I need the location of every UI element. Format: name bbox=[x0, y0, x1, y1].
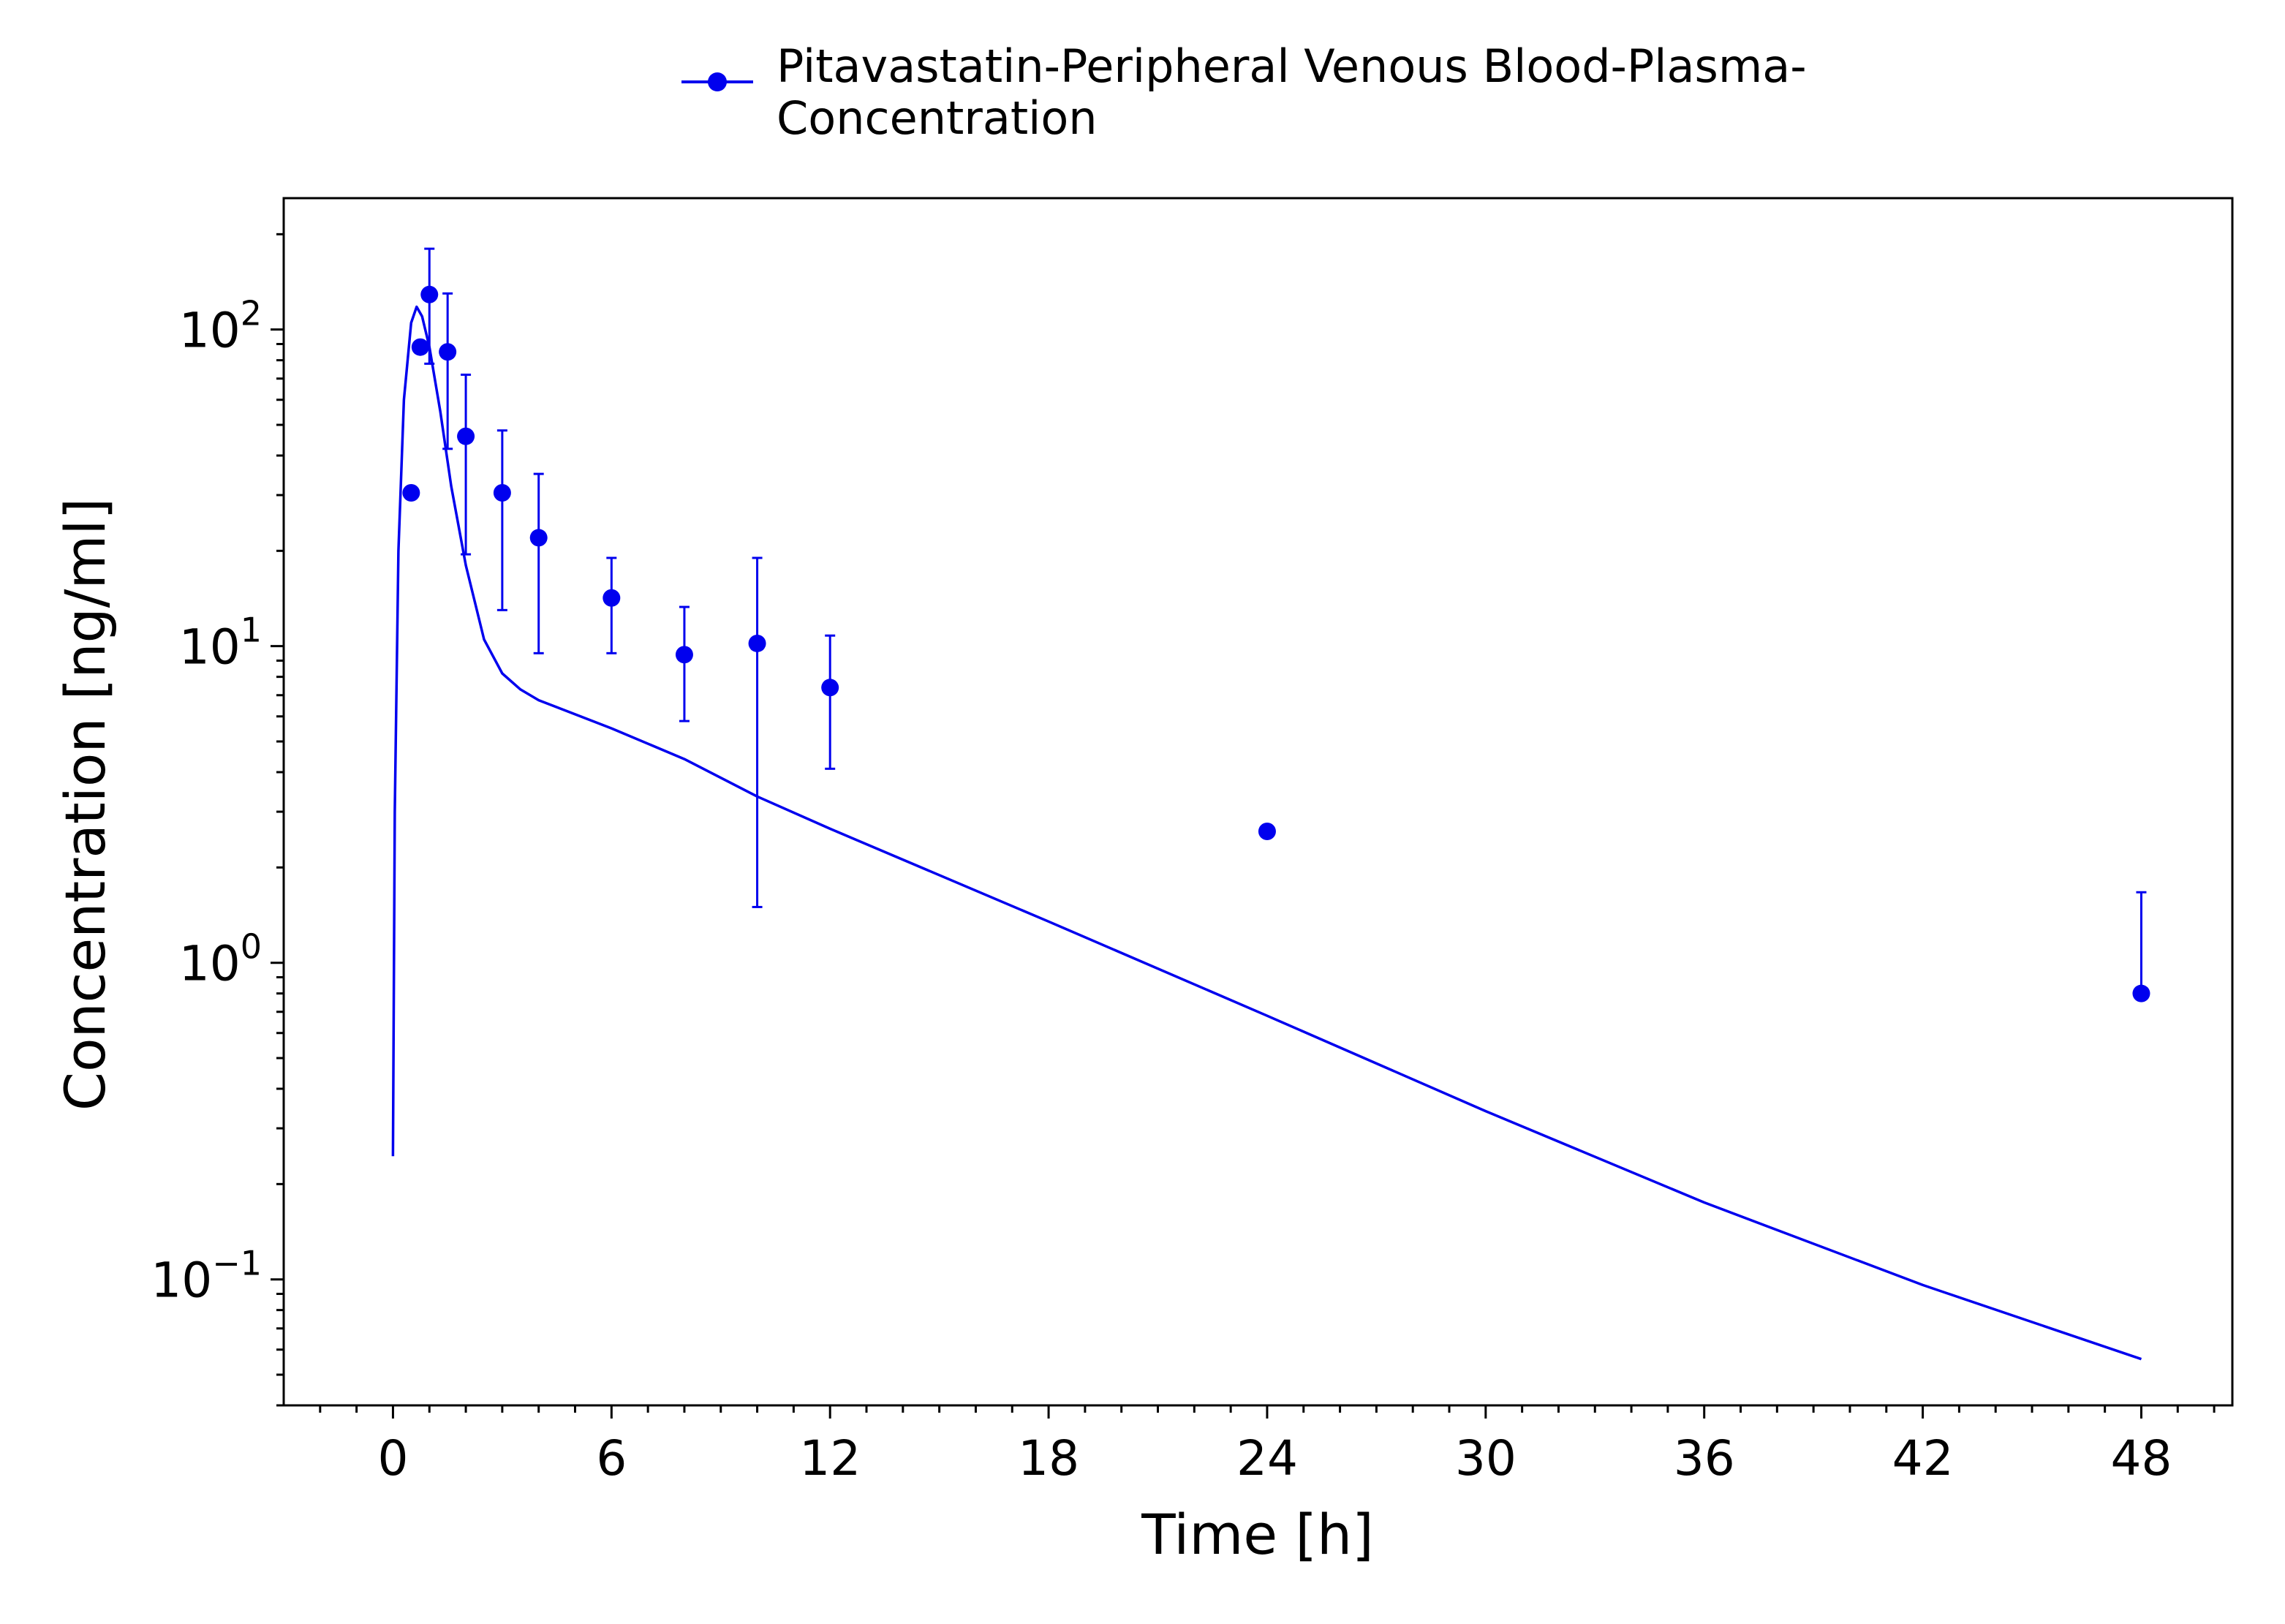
observed-point bbox=[1258, 823, 1276, 841]
x-tick-label: 48 bbox=[2110, 1430, 2172, 1487]
observed-point bbox=[603, 589, 621, 607]
plot-area bbox=[282, 197, 2234, 1407]
y-tick-label: 10−1 bbox=[151, 1244, 262, 1309]
observed-point bbox=[821, 679, 839, 697]
x-tick-label: 6 bbox=[596, 1430, 627, 1487]
x-axis: 0 6 12 18 24 30 36 42 48 bbox=[319, 1405, 2216, 1487]
observed-point bbox=[439, 343, 457, 361]
observed-point bbox=[2132, 984, 2150, 1002]
observed-point bbox=[529, 529, 548, 547]
x-tick-label: 30 bbox=[1455, 1430, 1517, 1487]
x-axis-title: Time [h] bbox=[1141, 1502, 1374, 1567]
y-tick-label: 102 bbox=[179, 294, 262, 359]
y-tick-label: 101 bbox=[179, 611, 262, 676]
x-tick-label: 0 bbox=[377, 1430, 408, 1487]
observed-point bbox=[411, 338, 429, 356]
y-axis-title: Concentration [ng/ml] bbox=[53, 498, 118, 1111]
series-layer bbox=[391, 247, 2150, 1361]
x-tick-label: 42 bbox=[1892, 1430, 1954, 1487]
x-tick-label: 24 bbox=[1236, 1430, 1298, 1487]
legend-label-line2: Concentration bbox=[777, 91, 1098, 145]
observed-point bbox=[675, 646, 693, 664]
observed-point bbox=[420, 285, 439, 303]
x-tick-label: 18 bbox=[1018, 1430, 1079, 1487]
x-tick-label: 12 bbox=[799, 1430, 861, 1487]
observed-point bbox=[493, 483, 511, 502]
y-axis: 102 101 100 10−1 bbox=[151, 233, 284, 1407]
legend-dot-marker bbox=[708, 72, 727, 91]
y-tick-label: 100 bbox=[179, 927, 262, 992]
observed-point bbox=[457, 427, 475, 445]
legend-label-line1: Pitavastatin-Peripheral Venous Blood-Pla… bbox=[777, 39, 1807, 93]
observed-point bbox=[402, 483, 420, 502]
legend: Pitavastatin-Peripheral Venous Blood-Pla… bbox=[681, 39, 1807, 145]
x-tick-label: 36 bbox=[1674, 1430, 1735, 1487]
observed-point bbox=[748, 634, 766, 652]
simulated-curve bbox=[391, 305, 2142, 1361]
